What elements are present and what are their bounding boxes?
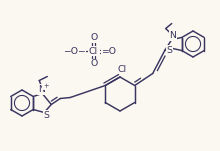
Text: Cl: Cl (117, 64, 126, 74)
Text: =O: =O (101, 47, 117, 56)
Text: S: S (167, 46, 173, 55)
Text: S: S (43, 111, 49, 120)
Text: Cl: Cl (88, 47, 97, 56)
Text: O: O (90, 59, 98, 69)
Text: −O−: −O− (63, 47, 85, 56)
Text: O: O (90, 34, 98, 42)
Text: N: N (169, 31, 176, 40)
Text: +: + (43, 84, 48, 90)
Text: N: N (38, 85, 45, 94)
